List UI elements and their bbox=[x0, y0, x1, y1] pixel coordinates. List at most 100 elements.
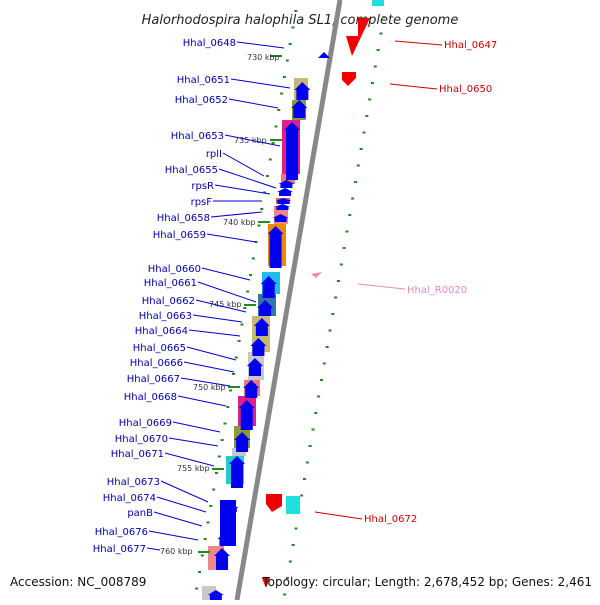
gene-arrow[interactable] bbox=[220, 514, 237, 530]
gene-arrow[interactable] bbox=[260, 276, 277, 298]
gene-label-group[interactable]: Hhal_0671 bbox=[111, 449, 215, 467]
gene-label[interactable]: Hhal_0670 bbox=[115, 434, 168, 445]
gene-label-group[interactable]: Hhal_0651 bbox=[177, 75, 291, 89]
gene-arrow[interactable] bbox=[250, 338, 267, 356]
gene-label[interactable]: Hhal_0650 bbox=[439, 84, 492, 95]
gene-label-group[interactable]: Hhal_0648 bbox=[183, 38, 285, 49]
gene-label[interactable]: Hhal_0662 bbox=[142, 296, 195, 307]
gene-label-group[interactable]: Hhal_0672 bbox=[314, 511, 417, 525]
gene-label-group[interactable]: Hhal_0674 bbox=[103, 493, 207, 513]
gene-label-group[interactable]: Hhal_0653 bbox=[171, 131, 281, 147]
scale-tick bbox=[291, 26, 295, 29]
feature-arrow[interactable] bbox=[262, 578, 270, 588]
gene-label-group[interactable]: Hhal_0652 bbox=[175, 95, 279, 109]
gene-label[interactable]: Hhal_0659 bbox=[153, 230, 206, 241]
gene-label[interactable]: Hhal_0671 bbox=[111, 449, 164, 460]
gene-label[interactable]: rplI bbox=[206, 149, 222, 160]
gene-label[interactable]: Hhal_0676 bbox=[95, 527, 148, 538]
gene-label[interactable]: Hhal_0655 bbox=[165, 165, 218, 176]
gene-label-group[interactable]: Hhal_0676 bbox=[95, 527, 199, 541]
gene-label[interactable]: panB bbox=[127, 508, 153, 519]
gene-label[interactable]: Hhal_0648 bbox=[183, 38, 236, 49]
gene-label-group[interactable]: Hhal_0660 bbox=[148, 264, 251, 281]
gene-label-group[interactable]: rpsR bbox=[191, 181, 271, 195]
gene-arrow[interactable] bbox=[214, 548, 231, 570]
gene-label[interactable]: Hhal_0669 bbox=[119, 418, 172, 429]
scale-tick bbox=[356, 164, 360, 167]
gene-label[interactable]: Hhal_0652 bbox=[175, 95, 228, 106]
gene-label-group[interactable]: rplI bbox=[206, 149, 265, 177]
gene-label[interactable]: Hhal_0672 bbox=[364, 514, 417, 525]
gene-arrow[interactable] bbox=[272, 214, 289, 222]
gene-label[interactable]: Hhal_0677 bbox=[93, 544, 146, 555]
gene-arrow[interactable] bbox=[274, 204, 291, 210]
gene-arrow[interactable] bbox=[277, 188, 294, 196]
gene-arrow[interactable] bbox=[253, 318, 270, 336]
rna-feature-arrow[interactable] bbox=[311, 272, 322, 278]
gene-label[interactable]: Hhal_0664 bbox=[135, 326, 188, 337]
gene-label-group[interactable]: Hhal_0663 bbox=[139, 311, 243, 323]
gene-label-group[interactable]: Hhal_0666 bbox=[130, 358, 235, 373]
gene-label-group[interactable]: Hhal_0667 bbox=[127, 374, 231, 387]
gene-label[interactable]: Hhal_0651 bbox=[177, 75, 230, 86]
gene-label-group[interactable]: Hhal_0650 bbox=[389, 83, 492, 95]
gene-arrow[interactable] bbox=[257, 300, 274, 316]
gene-label[interactable]: Hhal_0658 bbox=[157, 213, 210, 224]
gene-label[interactable]: rpsF bbox=[191, 197, 213, 208]
gene-arrow[interactable] bbox=[246, 358, 263, 376]
gene-label[interactable]: rpsR bbox=[191, 181, 214, 192]
gene-label-group[interactable]: Hhal_R0020 bbox=[357, 283, 467, 296]
gene-arrow[interactable] bbox=[267, 226, 284, 268]
gene-arrow[interactable] bbox=[284, 122, 301, 180]
feature-arrow[interactable] bbox=[342, 72, 356, 86]
gene-arrow[interactable] bbox=[291, 100, 308, 118]
gene-arrow[interactable] bbox=[207, 590, 224, 600]
gene-label-group[interactable]: Hhal_0665 bbox=[133, 343, 237, 361]
feature-arrow[interactable] bbox=[266, 494, 282, 512]
gene-label-group[interactable]: Hhal_0647 bbox=[394, 40, 497, 51]
gene-label-group[interactable]: Hhal_0673 bbox=[107, 477, 209, 503]
gene-arrow[interactable] bbox=[217, 532, 234, 546]
gene-arrow[interactable] bbox=[228, 456, 245, 488]
gene-arrow[interactable] bbox=[234, 432, 251, 452]
feature-arrow[interactable] bbox=[346, 18, 370, 56]
gene-label-group[interactable]: Hhal_0659 bbox=[153, 230, 257, 243]
gene-label-group[interactable]: Hhal_0669 bbox=[119, 418, 221, 433]
gene-label-group[interactable]: Hhal_0664 bbox=[135, 326, 241, 337]
gene-label[interactable]: Hhal_0647 bbox=[444, 40, 497, 51]
gene-label[interactable]: Hhal_0667 bbox=[127, 374, 180, 385]
gene-label-group[interactable]: Hhal_0668 bbox=[124, 392, 227, 407]
gene-arrow[interactable] bbox=[243, 380, 260, 398]
scale-tick bbox=[209, 505, 213, 507]
gene-arrow[interactable] bbox=[275, 198, 292, 204]
gene-label-group[interactable]: Hhal_0662 bbox=[142, 296, 247, 313]
gene-label[interactable]: Hhal_0653 bbox=[171, 131, 224, 142]
gene-label[interactable]: Hhal_0673 bbox=[107, 477, 160, 488]
gene-arrow[interactable] bbox=[294, 82, 311, 100]
gene-label-group[interactable]: Hhal_0661 bbox=[144, 278, 257, 303]
gene-label-group[interactable]: Hhal_0655 bbox=[165, 165, 277, 189]
feature-box[interactable] bbox=[372, 0, 384, 6]
feature-box[interactable] bbox=[286, 496, 300, 514]
gene-label-group[interactable]: panB bbox=[127, 508, 203, 527]
gene-label[interactable]: Hhal_0668 bbox=[124, 392, 177, 403]
gene-label[interactable]: Hhal_0674 bbox=[103, 493, 156, 504]
gene-label-group[interactable]: Hhal_0670 bbox=[115, 434, 219, 447]
gene-arrow[interactable] bbox=[222, 504, 239, 512]
scale-tick bbox=[342, 247, 346, 249]
gene-arrow[interactable] bbox=[238, 400, 255, 430]
scale-tick bbox=[260, 208, 264, 210]
feature-arrow[interactable] bbox=[318, 52, 330, 58]
gene-arrow[interactable] bbox=[278, 180, 295, 188]
gene-label[interactable]: Hhal_0666 bbox=[130, 358, 183, 369]
gene-label-group[interactable]: Hhal_0677 bbox=[93, 544, 161, 555]
gene-label-group[interactable]: Hhal_0658 bbox=[157, 211, 263, 224]
gene-label[interactable]: Hhal_0665 bbox=[133, 343, 186, 354]
gene-arrows bbox=[207, 82, 311, 600]
gene-label[interactable]: Hhal_R0020 bbox=[407, 285, 467, 296]
gene-label[interactable]: Hhal_0663 bbox=[139, 311, 192, 322]
gene-label-group[interactable]: rpsF bbox=[191, 197, 262, 208]
gene-label[interactable]: Hhal_0660 bbox=[148, 264, 201, 275]
gene-label[interactable]: Hhal_0661 bbox=[144, 278, 197, 289]
scale-tick bbox=[365, 115, 369, 117]
